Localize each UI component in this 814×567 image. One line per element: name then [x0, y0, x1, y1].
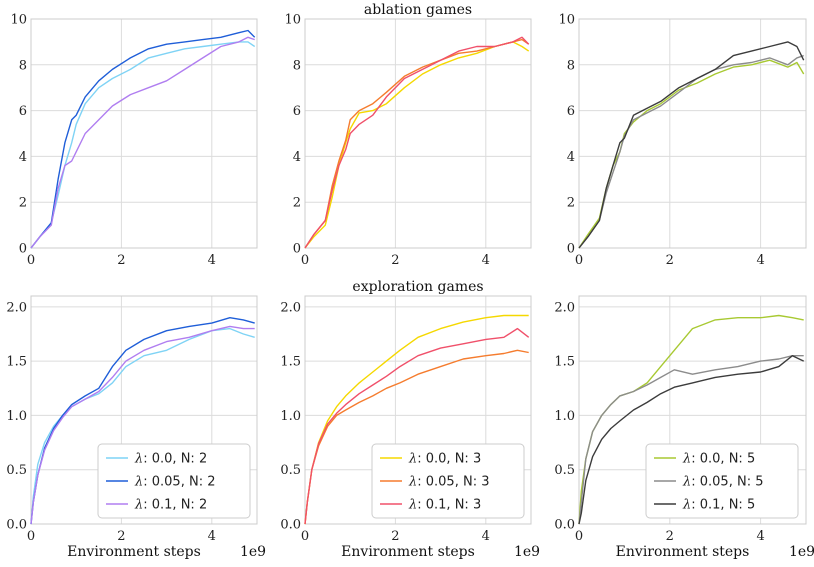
- x-tick-label: 4: [756, 253, 764, 268]
- y-tick-label: 4: [293, 150, 301, 165]
- legend-label: λ: 0.05, N: 3: [408, 475, 489, 490]
- panel-2: 0 2 4 6 8 10 0 2 4: [284, 13, 532, 268]
- panel-3: 0 2 4 6 8 10 0 2 4: [558, 13, 807, 268]
- panel-1: 0 2 4 6 8 10 0 2 4 ablation games: [10, 2, 472, 268]
- x-axis-exponent: 1e9: [789, 544, 814, 560]
- legend-box: [97, 443, 251, 519]
- legend-label: λ: 0.0, N: 3: [408, 452, 481, 467]
- series-line: [578, 54, 804, 249]
- y-tick-label: 0.5: [280, 463, 301, 478]
- x-tick-label: 0: [27, 253, 35, 268]
- legend: λ: 0.0, N: 2 λ: 0.05, N: 2 λ: 0.1, N: 2: [97, 443, 251, 519]
- panel-4: 0.0 0.5 1.0 1.5 2.0 0 2 4 exploration games Envir…: [6, 279, 483, 560]
- series-line: [304, 327, 530, 525]
- series-line: [30, 36, 255, 249]
- row-title: exploration games: [352, 279, 483, 295]
- legend-label: λ: 0.0, N: 2: [134, 452, 207, 467]
- plot-frame: [578, 295, 807, 525]
- y-tick-label: 2: [293, 196, 301, 211]
- x-tick-label: 2: [117, 253, 125, 268]
- x-axis-label: Environment steps: [616, 544, 750, 560]
- y-tick-label: 2.0: [280, 300, 301, 315]
- legend-label: λ: 0.0, N: 5: [682, 452, 755, 467]
- row-title: ablation games: [364, 2, 472, 18]
- y-tick-label: 2: [19, 196, 27, 211]
- y-tick-label: 2.0: [6, 300, 27, 315]
- plot-frame: [30, 295, 258, 525]
- y-tick-label: 1.0: [6, 409, 27, 424]
- x-tick-label: 2: [391, 529, 399, 544]
- x-tick-label: 4: [482, 529, 490, 544]
- y-tick-label: 10: [558, 13, 575, 28]
- legend-box: [645, 443, 799, 519]
- y-tick-label: 8: [567, 58, 575, 73]
- x-tick-label: 2: [391, 253, 399, 268]
- y-tick-label: 0.0: [6, 518, 27, 533]
- x-tick-label: 2: [666, 253, 674, 268]
- x-tick-label: 0: [301, 529, 309, 544]
- legend-label: λ: 0.05, N: 5: [682, 475, 763, 490]
- y-tick-label: 10: [284, 13, 301, 28]
- y-tick-label: 0.0: [280, 518, 301, 533]
- legend-label: λ: 0.1, N: 2: [134, 498, 207, 513]
- series-line: [30, 325, 255, 525]
- x-tick-label: 2: [117, 529, 125, 544]
- y-tick-label: 0: [293, 242, 301, 257]
- y-tick-label: 1.5: [554, 355, 575, 370]
- y-tick-label: 4: [567, 150, 575, 165]
- x-tick-label: 0: [27, 529, 35, 544]
- y-tick-label: 4: [19, 150, 27, 165]
- x-tick-label: 2: [666, 529, 674, 544]
- plot-frame: [578, 18, 807, 249]
- y-tick-label: 8: [293, 58, 301, 73]
- x-tick-label: 0: [575, 529, 583, 544]
- legend: λ: 0.0, N: 3 λ: 0.05, N: 3 λ: 0.1, N: 3: [371, 443, 525, 519]
- x-tick-label: 4: [482, 253, 490, 268]
- y-tick-label: 2: [567, 196, 575, 211]
- series-line: [304, 36, 530, 249]
- x-axis-label: Environment steps: [67, 544, 201, 560]
- plot-frame: [304, 18, 532, 249]
- legend-box: [371, 443, 525, 519]
- y-tick-label: 1.0: [280, 409, 301, 424]
- legend-label: λ: 0.05, N: 2: [134, 475, 215, 490]
- y-tick-label: 2.0: [554, 300, 575, 315]
- series-line: [578, 59, 805, 249]
- y-tick-label: 1.5: [280, 355, 301, 370]
- legend: λ: 0.0, N: 5 λ: 0.05, N: 5 λ: 0.1, N: 5: [645, 443, 799, 519]
- series-line: [578, 355, 804, 525]
- x-tick-label: 0: [301, 253, 309, 268]
- x-axis-exponent: 1e9: [240, 544, 266, 560]
- y-tick-label: 8: [19, 58, 27, 73]
- y-tick-label: 0: [567, 242, 575, 257]
- panel-5: 0.0 0.5 1.0 1.5 2.0 0 2 4 Environment steps 1e9 λ:…: [280, 295, 540, 560]
- series-line: [304, 38, 530, 249]
- y-tick-label: 0.5: [6, 463, 27, 478]
- y-tick-label: 1.5: [6, 355, 27, 370]
- y-tick-label: 0: [19, 242, 27, 257]
- plot-frame: [30, 18, 258, 249]
- series-line: [578, 41, 805, 249]
- x-tick-label: 4: [208, 253, 216, 268]
- x-tick-label: 4: [208, 529, 216, 544]
- legend-label: λ: 0.1, N: 5: [682, 498, 755, 513]
- x-tick-label: 0: [575, 253, 583, 268]
- series-line: [30, 41, 256, 249]
- y-tick-label: 0.5: [554, 463, 575, 478]
- legend-label: λ: 0.1, N: 3: [408, 498, 481, 513]
- series-line: [30, 29, 256, 249]
- y-tick-label: 1.0: [554, 409, 575, 424]
- y-tick-label: 6: [19, 104, 27, 119]
- panel-6: 0.0 0.5 1.0 1.5 2.0 0 2 4 Environment steps 1e9 λ:…: [554, 295, 814, 560]
- y-tick-label: 0.0: [554, 518, 575, 533]
- y-tick-label: 10: [10, 13, 27, 28]
- x-tick-label: 4: [756, 529, 764, 544]
- plot-frame: [304, 295, 532, 525]
- series-line: [578, 355, 805, 525]
- y-tick-label: 6: [567, 104, 575, 119]
- x-axis-exponent: 1e9: [514, 544, 540, 560]
- y-tick-label: 6: [293, 104, 301, 119]
- x-axis-label: Environment steps: [341, 544, 475, 560]
